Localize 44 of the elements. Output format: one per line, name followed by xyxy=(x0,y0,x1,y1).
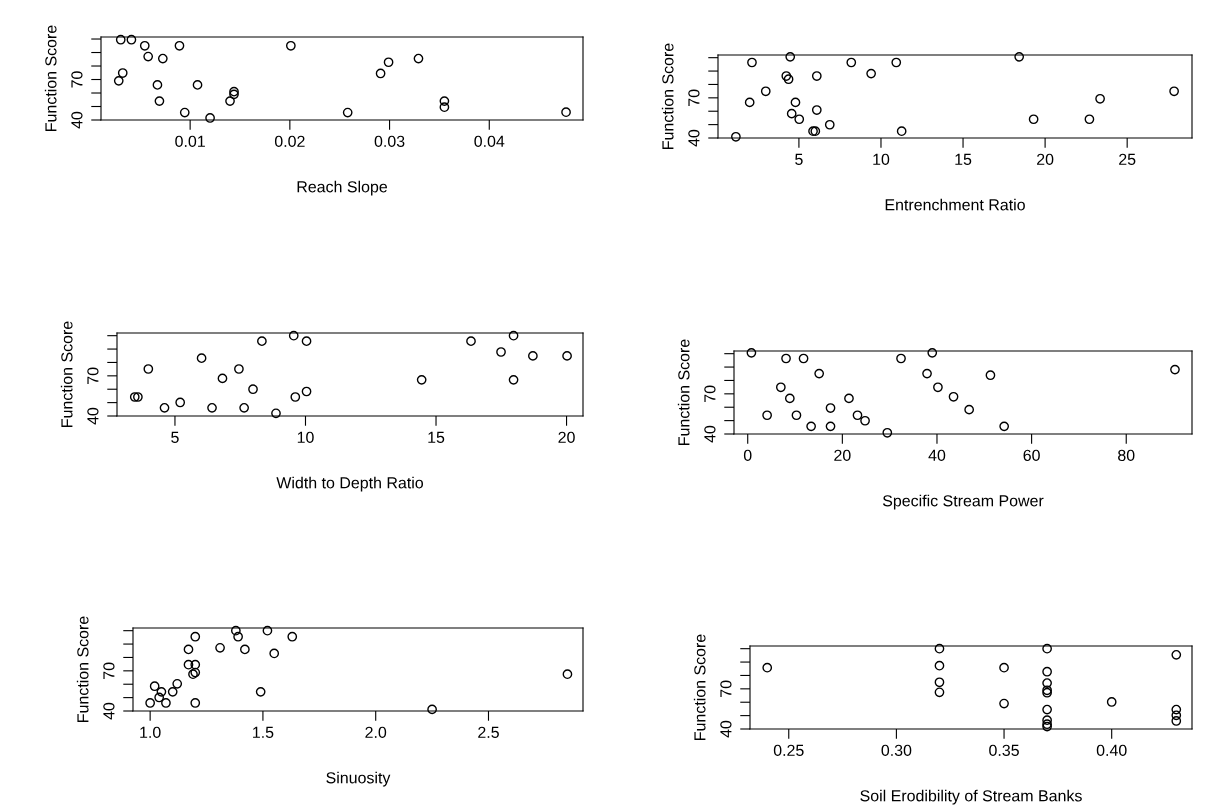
y-tick-label: 70 xyxy=(720,680,732,697)
x-tick-label: 5 xyxy=(171,431,179,444)
x-tick-label: 0 xyxy=(743,449,752,462)
x-axis-title: Entrenchment Ratio xyxy=(885,198,1025,211)
x-tick-label: 0.40 xyxy=(1096,744,1127,757)
x-tick-label: 20 xyxy=(1037,153,1054,166)
x-tick-label: 5 xyxy=(795,153,803,166)
x-tick-label: 15 xyxy=(428,431,445,444)
y-axis-title: Function Score xyxy=(661,43,674,149)
x-tick-label: 80 xyxy=(1118,449,1135,462)
x-tick-label: 1.0 xyxy=(140,726,161,739)
y-tick-label: 70 xyxy=(704,385,716,402)
x-tick-label: 10 xyxy=(873,153,890,166)
y-axis-title: Function Score xyxy=(60,321,73,427)
x-axis-title: Soil Erodibility of Stream Banks xyxy=(860,789,1082,805)
x-tick-label: 60 xyxy=(1023,449,1040,462)
x-tick-label: 20 xyxy=(834,449,851,462)
y-axis-title: Function Score xyxy=(44,25,57,131)
x-tick-label: 2.5 xyxy=(478,726,499,739)
x-tick-label: 0.04 xyxy=(474,135,505,148)
x-tick-label: 0.01 xyxy=(175,135,205,148)
y-axis-title: Function Score xyxy=(677,339,690,445)
y-tick-label: 70 xyxy=(87,367,99,384)
y-axis-title: Function Score xyxy=(76,616,89,722)
x-tick-label: 10 xyxy=(297,431,314,444)
x-tick-label: 15 xyxy=(955,153,972,166)
x-tick-label: 0.30 xyxy=(881,744,912,757)
y-tick-label: 70 xyxy=(103,662,115,679)
x-tick-label: 0.02 xyxy=(274,135,305,148)
x-tick-label: 0.03 xyxy=(374,135,405,148)
x-axis-title: Specific Stream Power xyxy=(882,494,1044,510)
y-tick-label: 70 xyxy=(688,89,700,106)
x-tick-label: 1.5 xyxy=(253,726,274,739)
x-axis-title: Reach Slope xyxy=(297,180,388,196)
x-axis-title: Width to Depth Ratio xyxy=(276,476,424,492)
y-tick-label: 70 xyxy=(71,71,83,88)
x-tick-label: 0.35 xyxy=(989,744,1019,757)
x-tick-label: 20 xyxy=(558,431,575,444)
x-tick-label: 0.25 xyxy=(773,744,804,757)
y-axis-title: Function Score xyxy=(693,634,706,740)
x-tick-label: 25 xyxy=(1119,153,1136,166)
x-tick-label: 40 xyxy=(928,449,946,462)
x-axis-title: Sinuosity xyxy=(326,771,391,787)
x-tick-label: 2.0 xyxy=(365,726,387,739)
